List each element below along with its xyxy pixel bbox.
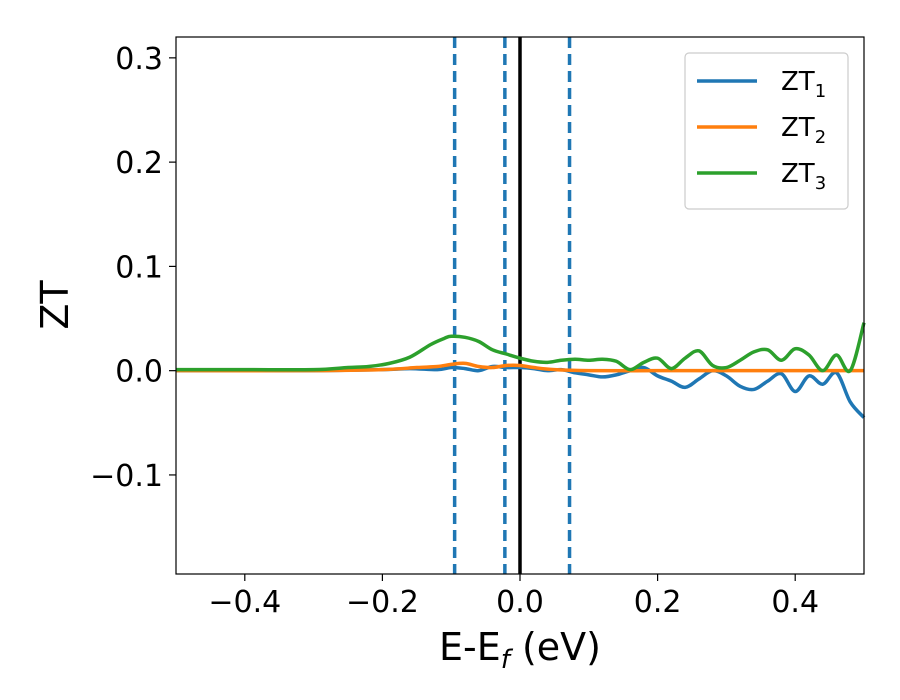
legend: ZT1 ZT2 ZT3 [684,52,849,210]
y-tick-label: −0.1 [90,459,163,494]
reference-lines [452,37,572,574]
legend-box [684,52,849,210]
legend-label-zt3: ZT3 [781,159,826,194]
y-axis-label: ZT [33,280,77,330]
x-tick-label: 0.0 [496,585,544,620]
y-tick-label: 0.1 [115,250,163,285]
series-lines [175,322,866,419]
y-tick-label: 0.3 [115,42,163,77]
x-tick-label: 0.4 [771,585,819,620]
x-tick-label: 0.2 [634,585,682,620]
x-axis-label-unit: (eV) [510,625,601,669]
x-axis-label: E-Ef (eV) [439,625,601,675]
series-line-zt3 [175,322,866,374]
legend-label-zt1: ZT1 [781,67,826,102]
y-tick-label: 0.0 [115,355,163,390]
x-tick-label: −0.2 [346,585,419,620]
legend-label-zt2: ZT2 [781,113,826,148]
series-line-zt1 [176,364,866,419]
x-tick-label: −0.4 [208,585,281,620]
series-line-zt2 [175,361,864,373]
x-axis-ticks: −0.4 −0.2 0.0 0.2 0.4 [208,574,819,620]
y-axis-ticks: −0.1 0.0 0.1 0.2 0.3 [90,42,176,494]
y-tick-label: 0.2 [115,146,163,181]
